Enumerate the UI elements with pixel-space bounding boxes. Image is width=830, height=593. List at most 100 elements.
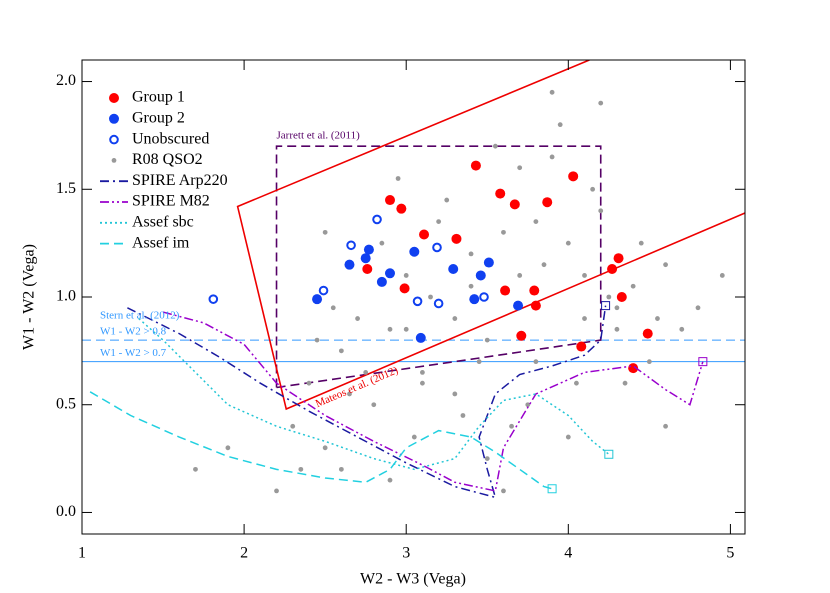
data-point [432,242,442,253]
data-point [695,305,701,311]
track-end-marker [604,449,614,459]
data-point [322,229,328,235]
data-point [542,197,553,208]
data-point [412,296,423,307]
legend-label: Group 2 [132,109,185,126]
legend-label: R08 QSO2 [132,151,203,168]
data-point [193,466,198,472]
y-tick-label: 0.0 [56,503,76,520]
series-line [127,305,607,499]
legend-swatch [109,113,119,124]
data-point [371,402,377,408]
track-end-marker [601,301,611,311]
data-point [346,240,356,251]
data-point [598,100,604,106]
data-point [420,380,425,386]
data-point [347,391,352,397]
y-axis-label: W1 - W2 (Vega) [21,244,38,350]
data-point [379,240,385,246]
data-point [614,305,620,311]
data-point [607,263,618,274]
reference-label: W1 - W2 > 0.8 [100,326,167,338]
data-point [582,273,587,278]
legend-label: Unobscured [132,130,209,147]
data-point [409,246,420,257]
data-point [574,380,579,386]
legend-swatch [111,158,117,163]
data-point [448,263,459,274]
legend-label: Group 1 [132,89,185,106]
data-point [509,199,520,210]
data-point [312,294,323,305]
series-line [138,317,610,471]
data-point [630,283,636,289]
region-outline [236,60,745,411]
legend-swatch [109,134,119,145]
data-point [274,488,279,494]
data-point [484,337,490,343]
data-point [663,262,668,268]
data-point [495,188,506,199]
legend-label: SPIRE Arp220 [132,172,228,189]
data-point [470,160,481,171]
data-point [613,253,624,264]
data-point [403,326,409,332]
data-point [208,294,219,304]
legend-label: Assef sbc [132,213,194,230]
data-point [451,233,462,244]
plot-area [82,60,745,499]
data-point [396,203,407,214]
legend-swatch [109,93,119,103]
data-point [501,488,506,494]
data-point [582,316,587,321]
reference-label: W1 - W2 > 0.7 [100,347,167,359]
data-point [444,197,450,203]
data-point [557,122,563,128]
data-point [306,380,312,386]
data-point [344,259,355,270]
x-tick-label: 5 [726,545,734,562]
data-point [565,434,571,440]
track-end-marker [698,357,708,367]
data-point [646,359,652,365]
data-point [517,165,523,171]
data-point [529,285,540,296]
data-point [679,326,685,332]
data-point [452,316,458,321]
data-point [622,380,628,386]
track-end-marker [547,484,557,494]
data-point [290,423,296,429]
data-point [479,292,489,302]
y-tick-label: 2.0 [56,72,76,89]
data-point [330,305,336,311]
data-point [363,370,369,375]
data-point [372,214,382,225]
data-point [376,276,387,287]
y-tick-label: 1.0 [56,288,76,305]
data-point [384,195,395,206]
series-line [162,311,704,492]
data-point [475,270,486,281]
data-point [322,445,328,451]
region-label: Jarrett et al. (2011) [277,130,361,142]
annotation: Stern et al. (2012) [100,310,180,322]
data-point [395,176,401,181]
y-tick-label: 0.5 [56,395,76,412]
y-tick-label: 1.5 [56,180,76,197]
data-point [549,89,555,95]
data-point [530,300,541,311]
data-point [298,466,304,472]
data-point [533,219,539,224]
data-point [399,283,410,294]
data-point [516,330,527,341]
data-point [501,229,506,235]
data-point [428,294,433,300]
data-point [509,423,514,429]
data-point [411,434,417,440]
data-point [513,300,524,311]
data-point [663,423,668,429]
region-outline [275,145,602,389]
x-tick-label: 2 [240,545,248,562]
data-point [655,316,660,321]
